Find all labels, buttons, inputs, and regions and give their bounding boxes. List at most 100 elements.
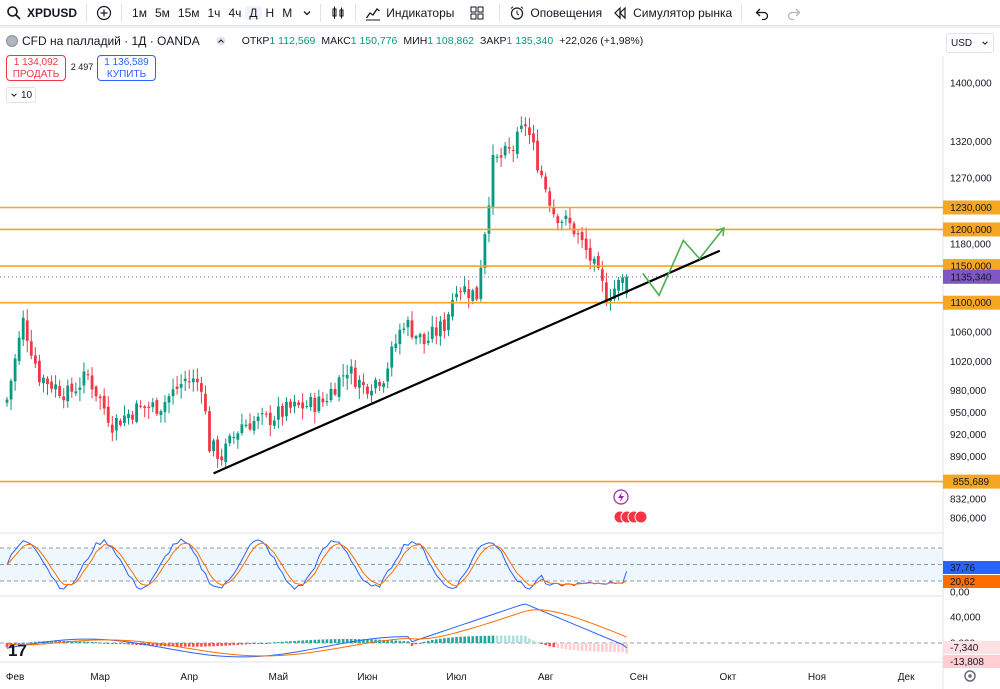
time-tick-label: Фев xyxy=(6,672,24,683)
macd-value-label: -7,340 xyxy=(950,643,979,654)
indicators-button[interactable]: Индикаторы xyxy=(360,0,459,26)
low-value: 1 108,862 xyxy=(427,35,475,47)
candle-body xyxy=(507,147,511,149)
interval-3-button[interactable]: 1ч xyxy=(207,5,221,20)
macd-histogram-bar xyxy=(171,643,175,647)
redo-button[interactable] xyxy=(778,0,810,26)
projection-path[interactable] xyxy=(642,227,725,297)
levels-group[interactable] xyxy=(0,206,943,483)
macd-histogram-bar xyxy=(5,643,9,648)
chevron-down-icon xyxy=(303,10,311,15)
macd-histogram-bar xyxy=(605,643,608,652)
candle-body xyxy=(540,170,543,176)
macd-histogram-bar xyxy=(592,643,596,652)
interval-6-button[interactable]: Н xyxy=(265,5,275,20)
gear-icon[interactable] xyxy=(964,670,976,682)
macd-histogram-bar xyxy=(544,643,547,646)
compare-button[interactable] xyxy=(91,0,117,26)
candle-body xyxy=(479,267,483,299)
price-axis[interactable]: 1400,000 1320,000 1270,000 1180,000 1060,000… xyxy=(950,79,992,525)
legend-title[interactable]: CFD на палладий · 1Д · OANDA xyxy=(22,34,200,48)
macd-histogram-bar xyxy=(98,642,102,644)
candle-body xyxy=(94,386,98,397)
macd-histogram-bar xyxy=(463,636,466,643)
interval-5-button[interactable]: Д xyxy=(245,5,262,20)
macd-histogram-bar xyxy=(313,639,317,643)
level-badge-1 xyxy=(943,222,1000,237)
volume-toggle[interactable]: 10 xyxy=(6,87,36,103)
candle-body xyxy=(248,423,252,430)
macd-histogram-bar xyxy=(277,642,280,644)
time-axis[interactable]: Фев Мар Апр Май Июн Июл Авг Сен Окт Ноя Дек xyxy=(6,672,915,683)
event-markers[interactable] xyxy=(613,489,648,524)
sell-button[interactable]: 1 134,092 ПРОДАТЬ xyxy=(6,55,66,81)
macd-histogram-bar xyxy=(135,643,138,645)
alerts-button[interactable]: Оповещения xyxy=(504,0,607,26)
undo-icon xyxy=(755,8,769,20)
interval-2-button[interactable]: 15м xyxy=(177,5,200,20)
interval-menu-button[interactable] xyxy=(298,0,316,26)
divider xyxy=(499,3,501,22)
candle-body xyxy=(386,368,390,382)
candle-body xyxy=(536,140,539,171)
chart-type-button[interactable] xyxy=(325,0,351,26)
candle-body xyxy=(410,320,414,338)
macd-histogram-bar xyxy=(289,641,292,643)
buy-button[interactable]: 1 136,589 КУПИТЬ xyxy=(97,55,156,81)
macd-histogram-bar xyxy=(382,639,385,643)
flag-icon[interactable] xyxy=(634,510,648,524)
candle-body xyxy=(123,415,126,424)
macd-histogram-bar xyxy=(179,643,183,647)
candle-body xyxy=(329,388,333,401)
macd-hist-badge xyxy=(943,655,1000,668)
collapse-chevron-icon[interactable] xyxy=(214,36,228,46)
macd-histogram-bar xyxy=(483,635,487,643)
ohlc-high: МАКС1 150,776 xyxy=(321,35,397,47)
indicators-label: Индикаторы xyxy=(386,5,455,20)
projection-arrowhead xyxy=(716,226,725,237)
time-tick-label: Июн xyxy=(357,672,377,683)
interval-7-button[interactable]: М xyxy=(282,5,293,20)
macd-signal-line xyxy=(6,609,627,657)
macd-histogram-bar xyxy=(131,643,134,645)
indicators-icon xyxy=(366,7,381,20)
macd-histogram-bar xyxy=(273,642,276,644)
stochastic-d-line xyxy=(6,542,627,587)
candle-body xyxy=(159,411,163,416)
candle-body xyxy=(394,343,398,348)
drawings-group[interactable] xyxy=(213,226,725,475)
trendline[interactable] xyxy=(213,249,721,475)
candle-body xyxy=(313,397,317,412)
macd-histogram-bar xyxy=(552,643,556,648)
price-tick-label: 890,000 xyxy=(950,452,987,463)
macd-histogram-bar xyxy=(414,643,418,645)
symbol-search[interactable]: XPDUSD xyxy=(0,0,82,26)
candle-body xyxy=(592,258,596,264)
interval-1-button[interactable]: 5м xyxy=(154,5,170,20)
candle-body xyxy=(216,439,219,459)
macd-value-badge xyxy=(943,641,1000,654)
candle-body xyxy=(422,334,426,345)
templates-button[interactable] xyxy=(459,0,495,26)
candle-body xyxy=(337,377,341,397)
candle-body xyxy=(98,396,102,399)
candle-body xyxy=(362,381,365,386)
interval-4-button[interactable]: 4ч xyxy=(228,5,242,20)
interval-0-button[interactable]: 1м xyxy=(132,5,147,20)
candle-body xyxy=(609,298,612,302)
macd-histogram-bar xyxy=(200,643,203,647)
candle-body xyxy=(33,355,37,364)
candle-body xyxy=(596,255,600,268)
candle-body xyxy=(272,420,276,426)
replay-button[interactable]: Симулятор рынка xyxy=(607,0,737,26)
macd-histogram-bar xyxy=(196,643,199,647)
currency-selector[interactable]: USD xyxy=(946,33,994,53)
candle-body xyxy=(491,155,495,207)
macd-histogram-bar xyxy=(175,643,179,647)
macd-histogram-bar xyxy=(459,636,462,643)
time-tick-label: Апр xyxy=(180,672,198,683)
macd-histogram-bar xyxy=(609,643,612,653)
symbol-logo-icon xyxy=(6,35,18,47)
undo-button[interactable] xyxy=(746,0,778,26)
